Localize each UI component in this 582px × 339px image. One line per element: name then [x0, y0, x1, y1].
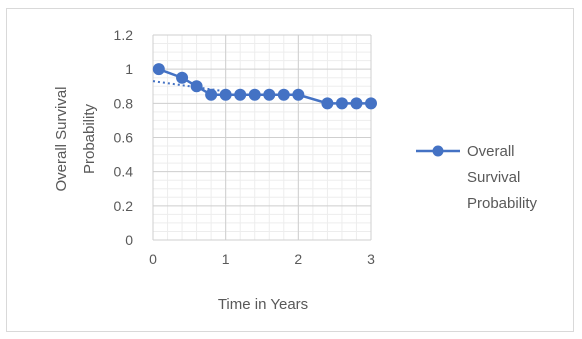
y-axis-label-line-2: Probability: [81, 103, 98, 174]
data-point: [176, 71, 189, 84]
y-tick-label: 0.2: [114, 198, 134, 214]
legend-label-line-1: Overall: [467, 143, 515, 160]
data-point: [263, 88, 276, 101]
y-tick-label: 1.2: [114, 27, 134, 43]
data-point: [335, 97, 348, 110]
chart-frame: [6, 8, 574, 332]
y-tick-label: 1: [125, 61, 133, 77]
data-point: [248, 88, 261, 101]
legend-label-line-3: Probability: [467, 195, 538, 212]
x-tick-label: 0: [149, 251, 157, 267]
x-axis-label: Time in Years: [218, 296, 308, 313]
x-tick-label: 1: [222, 251, 230, 267]
data-point: [234, 88, 247, 101]
legend: Overall Survival Probability: [416, 143, 538, 212]
data-point: [219, 88, 232, 101]
x-tick-label: 3: [367, 251, 375, 267]
x-tick-label: 2: [294, 251, 302, 267]
tick-labels: 0 1 2 3 0 0.2 0.4 0.6 0.8 1 1.2: [114, 27, 376, 267]
data-point: [365, 97, 377, 110]
y-axis-label-line-1: Overall Survival: [53, 86, 70, 191]
data-point: [350, 97, 363, 110]
y-tick-label: 0.4: [114, 164, 134, 180]
legend-label-line-2: Survival: [467, 169, 520, 186]
data-point: [190, 80, 203, 93]
y-tick-label: 0.8: [114, 95, 134, 111]
data-point: [277, 88, 290, 101]
gridlines: [152, 34, 372, 241]
y-tick-label: 0: [125, 232, 133, 248]
legend-marker-swatch: [432, 145, 444, 157]
data-point: [321, 97, 334, 110]
data-point: [292, 88, 305, 101]
data-point: [152, 63, 165, 76]
y-tick-label: 0.6: [114, 130, 134, 146]
series-layer: [152, 63, 377, 110]
y-axis-label: Overall Survival Probability: [53, 86, 98, 191]
data-point: [205, 88, 218, 101]
